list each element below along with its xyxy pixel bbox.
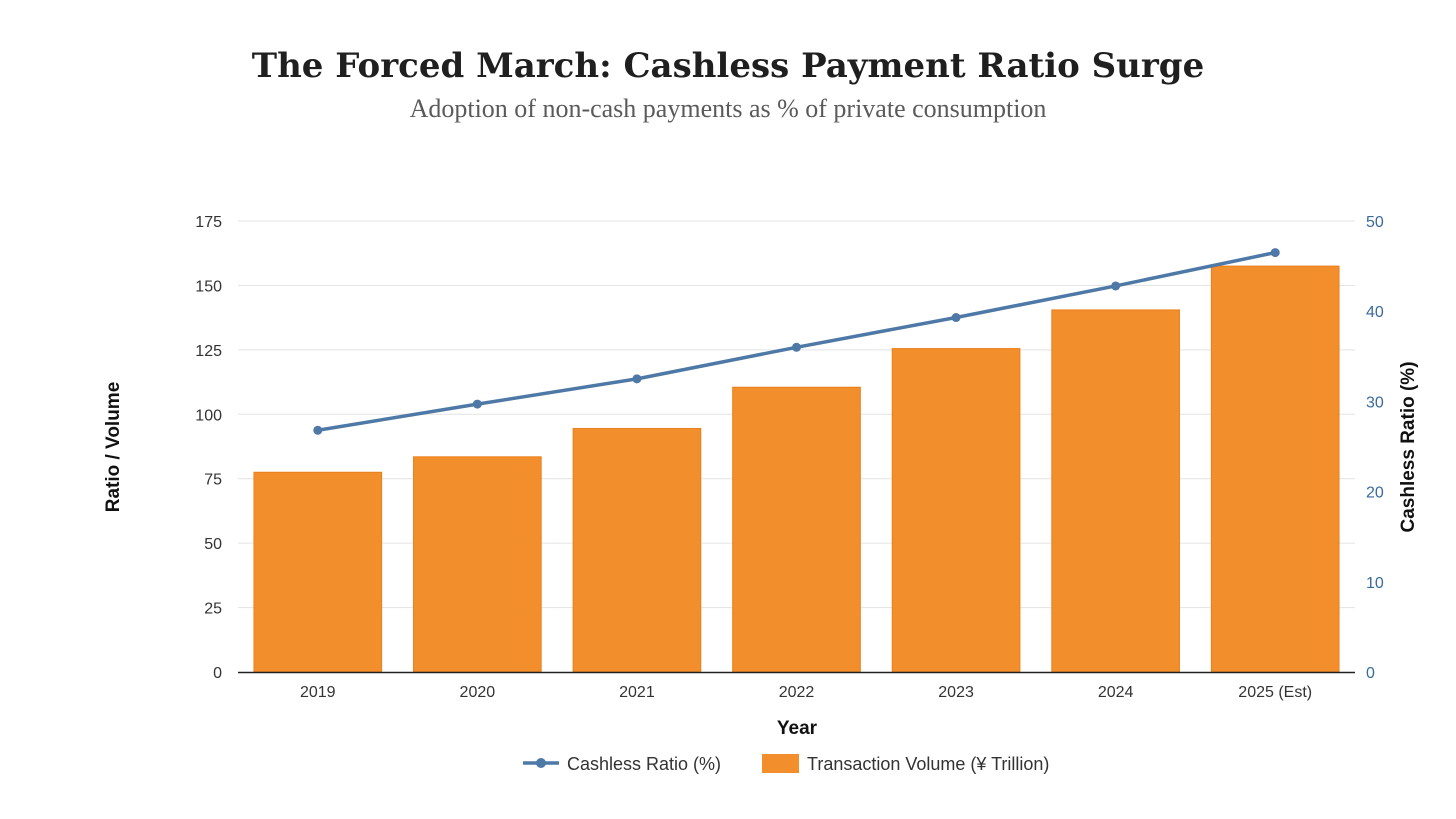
- right-tick-label: 30: [1366, 394, 1384, 411]
- bar-2022: [732, 386, 861, 673]
- right-y-axis-ticks: 0 10 20 30 40 50: [1366, 214, 1384, 682]
- x-axis-label: Year: [777, 718, 818, 739]
- x-tick-label: 2024: [1098, 684, 1134, 701]
- legend-line-marker: [536, 758, 546, 768]
- bar-2025 (Est): [1210, 265, 1340, 673]
- right-tick-label: 20: [1366, 485, 1384, 502]
- chart-title: The Forced March: Cashless Payment Ratio…: [251, 46, 1205, 86]
- ratio-point-2025 (Est): [1270, 248, 1280, 258]
- left-tick-label: 150: [195, 278, 222, 295]
- y-axis-label: Ratio / Volume: [103, 382, 124, 513]
- right-tick-label: 40: [1366, 304, 1384, 321]
- ratio-point-2023: [951, 313, 961, 323]
- bar-series: [253, 265, 1340, 673]
- x-tick-label: 2025 (Est): [1238, 684, 1312, 701]
- left-tick-label: 25: [204, 601, 222, 618]
- chart-subtitle: Adoption of non-cash payments as % of pr…: [409, 94, 1047, 123]
- legend: Cashless Ratio (%) Transaction Volume (¥…: [523, 754, 1049, 774]
- bar-2019: [253, 471, 383, 673]
- x-tick-label: 2019: [300, 684, 336, 701]
- ratio-point-2020: [472, 399, 482, 409]
- bar-2021: [572, 427, 702, 673]
- legend-label-bar: Transaction Volume (¥ Trillion): [807, 754, 1049, 774]
- left-tick-label: 100: [195, 407, 222, 424]
- x-tick-label: 2021: [619, 684, 655, 701]
- ratio-point-2024: [1111, 281, 1121, 291]
- right-tick-label: 10: [1366, 575, 1384, 592]
- left-tick-label: 50: [204, 536, 222, 553]
- line-series: [313, 248, 1280, 435]
- ratio-point-2021: [632, 374, 642, 384]
- left-y-axis-ticks: 0 25 50 75 100 125 150 175: [195, 214, 222, 682]
- legend-label-line: Cashless Ratio (%): [567, 754, 721, 774]
- ratio-point-2019: [313, 425, 323, 435]
- right-tick-label: 0: [1366, 665, 1375, 682]
- y2-axis-label: Cashless Ratio (%): [1398, 361, 1419, 532]
- left-tick-label: 0: [213, 665, 222, 682]
- x-tick-label: 2020: [460, 684, 496, 701]
- bar-2024: [1051, 309, 1180, 673]
- bar-2023: [891, 348, 1021, 673]
- legend-bar-swatch: [762, 754, 799, 773]
- left-tick-label: 175: [195, 214, 222, 231]
- legend-item-bar[interactable]: Transaction Volume (¥ Trillion): [762, 754, 1049, 774]
- x-tick-label: 2022: [779, 684, 815, 701]
- legend-item-line[interactable]: Cashless Ratio (%): [523, 754, 721, 774]
- bar-2020: [413, 456, 542, 673]
- x-axis-ticks: 2019 2020 2021 2022 2023 2024 2025 (Est): [300, 684, 1312, 701]
- left-tick-label: 125: [195, 343, 222, 360]
- x-tick-label: 2023: [938, 684, 974, 701]
- ratio-point-2022: [792, 342, 801, 352]
- left-tick-label: 75: [204, 472, 222, 489]
- right-tick-label: 50: [1366, 214, 1384, 231]
